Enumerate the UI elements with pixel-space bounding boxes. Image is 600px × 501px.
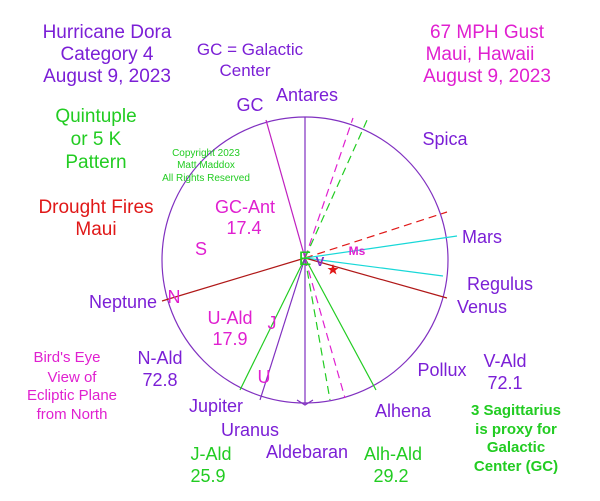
label-mars: Mars [462,227,502,247]
drought-line2: Maui [75,219,116,240]
uranus-marker: U [258,367,271,387]
aldebaran-arrow [296,399,314,406]
line-alhena [304,257,377,391]
sag-line1: 3 Sagittarius [471,402,561,419]
line-gc [265,119,306,259]
gust-line3: August 9, 2023 [423,66,551,87]
jupiter-marker: J [268,313,277,333]
label-gc: GC [237,95,264,115]
sag-line4: Center (GC) [474,458,558,475]
j-ald-line2: 25.9 [190,466,225,486]
label-spica: Spica [422,129,468,149]
sag-line2: is proxy for [475,421,557,438]
title-line2: Category 4 [61,44,154,65]
alh-ald-line2: 29.2 [373,466,408,486]
line-dashed-green-lower [304,257,331,401]
label-jupiter: Jupiter [189,396,243,416]
sag-line3: Galactic [487,439,545,456]
label-neptune: Neptune [89,292,157,312]
line-dashed-green-upper [304,117,369,259]
copyright-line1: Copyright 2023 [172,148,240,159]
neptune-marker: N [168,287,181,307]
title-line1: Hurricane Dora [43,22,172,43]
label-uranus: Uranus [221,420,279,440]
gc-def-line2: Center [219,61,270,80]
label-venus: Venus [457,297,507,317]
title-line3: August 9, 2023 [43,66,171,87]
venus-marker: V [316,254,325,269]
line-dashed-magenta-upper [304,117,354,259]
quint-line2: or 5 K [71,129,122,150]
n-ald-line1: N-Ald [137,348,182,368]
label-alhena: Alhena [375,401,432,421]
n-ald-line2: 72.8 [142,370,177,390]
j-ald-line1: J-Ald [190,444,231,464]
u-ald-line2: 17.9 [212,329,247,349]
v-ald-line1: V-Ald [483,351,526,371]
sun-marker: S [195,239,207,259]
gc-ant-line2: 17.4 [226,218,261,238]
line-regulus [304,257,444,277]
gust-line2: Maui, Hawaii [426,44,535,65]
copyright-line2: Matt Maddox [177,160,235,171]
line-uranus [259,257,306,401]
label-antares: Antares [276,85,338,105]
drought-line1: Drought Fires [38,197,153,218]
birds-line3: Ecliptic Plane [27,387,117,404]
birds-line1: Bird's Eye [33,349,100,366]
quint-line1: Quintuple [55,106,136,127]
birds-line4: from North [37,406,108,423]
u-ald-line1: U-Ald [207,308,252,328]
line-jupiter [239,257,306,391]
line-venus [304,257,448,299]
line-mars [304,235,458,259]
earth-marker: E [299,249,312,270]
quint-line3: Pattern [65,152,126,173]
gc-ant-line1: GC-Ant [215,197,275,217]
mercury-marker: Ms [349,244,366,258]
gc-def-line1: GC = Galactic [197,40,304,59]
line-neptune [161,257,306,302]
venus-star-marker [327,264,339,275]
gust-line1: 67 MPH Gust [430,22,545,43]
label-regulus: Regulus [467,274,533,294]
copyright-line3: All Rights Reserved [162,173,250,184]
v-ald-line2: 72.1 [487,373,522,393]
label-pollux: Pollux [417,360,466,380]
label-aldebaran: Aldebaran [266,442,348,462]
alh-ald-line1: Alh-Ald [364,444,422,464]
line-dashed-magenta-lower [304,257,346,399]
birds-line2: View of [48,369,98,386]
line-dashed-red-upper [304,211,448,259]
